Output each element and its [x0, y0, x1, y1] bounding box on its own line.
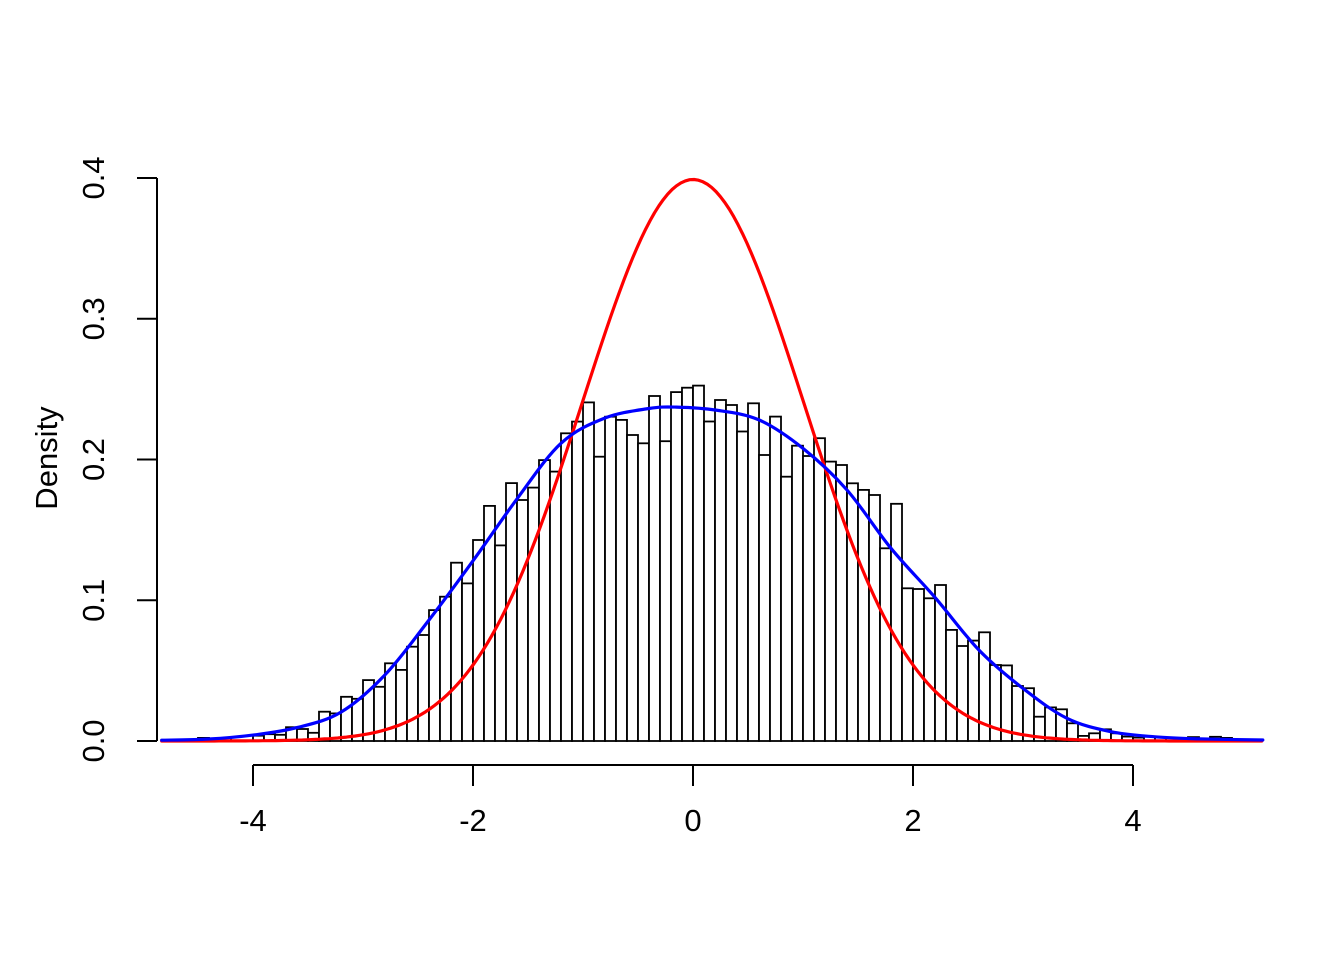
density-curves [160, 177, 1265, 743]
y-axis-tick-labels: 0.0 0.1 0.2 0.3 0.4 [76, 156, 111, 762]
histogram-bars [197, 384, 1233, 742]
axes [137, 177, 1134, 786]
x-tick-label-2: 0 [684, 803, 701, 838]
standard-normal-curve [160, 177, 1264, 743]
x-tick-label-1: -2 [459, 803, 487, 838]
y-tick-label-2: 0.2 [76, 438, 111, 481]
x-tick-label-3: 2 [904, 803, 921, 838]
y-tick-label-1: 0.1 [76, 579, 111, 622]
y-tick-label-3: 0.3 [76, 297, 111, 340]
x-axis-tick-labels: -4 -2 0 2 4 [239, 803, 1141, 838]
x-tick-label-4: 4 [1124, 803, 1141, 838]
y-axis-title: Density [29, 406, 64, 510]
y-tick-label-0: 0.0 [76, 719, 111, 762]
sample-density-curve [160, 405, 1265, 742]
x-tick-label-0: -4 [239, 803, 267, 838]
y-tick-label-4: 0.4 [76, 156, 111, 199]
